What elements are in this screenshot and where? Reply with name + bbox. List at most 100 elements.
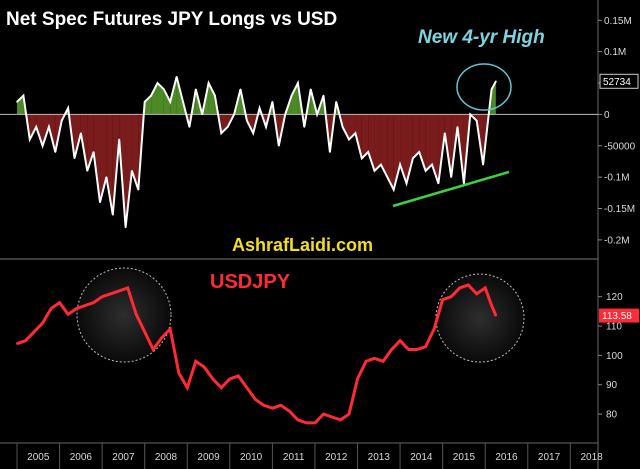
data-point-jpy-longs	[486, 126, 489, 128]
x-tick-label: 2007	[112, 452, 135, 463]
data-point-jpy-longs	[175, 75, 178, 78]
data-point-usdjpy	[399, 339, 402, 342]
y-tick-label: -0.1M	[604, 173, 630, 184]
data-point-usdjpy	[135, 313, 138, 316]
data-point-usdjpy	[237, 374, 240, 377]
data-point-jpy-longs	[418, 151, 421, 153]
data-point-usdjpy	[58, 301, 61, 304]
area-segment	[374, 114, 381, 171]
area-segment	[157, 83, 164, 115]
watermark: AshrafLaidi.com	[232, 235, 373, 255]
area-segment	[17, 95, 24, 115]
data-point-usdjpy	[339, 418, 342, 421]
data-point-usdjpy	[330, 416, 333, 418]
data-point-jpy-longs	[22, 94, 25, 97]
data-point-usdjpy	[33, 330, 36, 333]
area-segment	[144, 95, 152, 115]
data-point-jpy-longs	[354, 132, 357, 135]
area-segment	[106, 114, 113, 215]
data-point-jpy-longs	[60, 119, 63, 122]
x-tick-label: 2017	[538, 452, 561, 463]
data-point-jpy-longs	[16, 101, 18, 103]
data-point-jpy-longs	[35, 126, 37, 128]
data-point-jpy-longs	[405, 182, 408, 185]
data-point-usdjpy	[118, 289, 121, 292]
data-point-jpy-longs	[233, 113, 235, 116]
data-point-jpy-longs	[322, 94, 325, 97]
data-point-usdjpy	[390, 348, 393, 351]
highlight-circle-2007	[76, 267, 172, 363]
y-tick-label: 120	[606, 292, 623, 303]
data-point-usdjpy	[211, 377, 214, 380]
area-segment	[221, 114, 228, 134]
bottom-series-points	[16, 284, 497, 424]
area-segment	[93, 114, 101, 203]
area-segment	[491, 81, 496, 115]
data-point-jpy-longs	[92, 151, 95, 153]
data-point-jpy-longs	[188, 126, 191, 128]
data-point-jpy-longs	[163, 88, 165, 91]
last-price-label: 113.58	[602, 311, 632, 322]
data-point-jpy-longs	[258, 107, 261, 109]
data-point-usdjpy	[67, 313, 70, 316]
x-tick-label: 2006	[70, 452, 93, 463]
area-segment	[406, 114, 413, 184]
data-point-jpy-longs	[143, 101, 146, 103]
area-segment	[387, 114, 394, 190]
data-point-usdjpy	[24, 339, 27, 342]
data-point-jpy-longs	[297, 82, 299, 84]
data-point-jpy-longs	[73, 157, 76, 160]
data-point-usdjpy	[441, 298, 444, 301]
data-point-jpy-longs	[150, 94, 152, 97]
x-tick-label: 2018	[580, 452, 603, 463]
data-point-jpy-longs	[131, 170, 133, 172]
area-segment	[425, 114, 433, 171]
data-point-usdjpy	[41, 322, 44, 325]
last-value-label: 52734	[603, 77, 631, 88]
top-series-points	[16, 75, 497, 229]
data-point-jpy-longs	[220, 132, 223, 135]
data-point-jpy-longs	[475, 119, 478, 122]
data-point-jpy-longs	[80, 132, 82, 135]
data-point-jpy-longs	[303, 126, 306, 128]
data-point-usdjpy	[382, 360, 385, 363]
data-point-usdjpy	[271, 407, 274, 410]
data-point-jpy-longs	[28, 138, 31, 141]
data-point-usdjpy	[126, 286, 129, 289]
data-point-jpy-longs	[86, 170, 89, 172]
data-point-jpy-longs	[48, 126, 50, 128]
data-point-jpy-longs	[67, 107, 69, 109]
data-point-usdjpy	[245, 386, 248, 389]
data-point-usdjpy	[356, 377, 359, 380]
data-point-usdjpy	[16, 342, 19, 345]
data-point-usdjpy	[348, 413, 351, 416]
data-point-jpy-longs	[169, 101, 172, 103]
data-point-jpy-longs	[495, 80, 497, 83]
data-point-jpy-longs	[111, 213, 114, 216]
data-point-usdjpy	[458, 286, 461, 289]
area-segment	[131, 114, 139, 190]
area-segment	[125, 114, 132, 228]
data-point-jpy-longs	[239, 88, 242, 91]
data-point-jpy-longs	[124, 226, 127, 229]
data-point-jpy-longs	[373, 170, 376, 172]
area-segment	[163, 89, 171, 115]
data-point-usdjpy	[467, 284, 470, 286]
top-last-value-tag: 52734	[599, 73, 639, 89]
data-point-jpy-longs	[482, 163, 484, 166]
x-tick-label: 2008	[155, 452, 178, 463]
data-point-jpy-longs	[118, 138, 120, 141]
data-point-usdjpy	[490, 304, 493, 307]
data-point-jpy-longs	[214, 94, 216, 97]
y-tick-label: 90	[606, 380, 618, 391]
data-point-usdjpy	[305, 421, 308, 424]
data-point-jpy-longs	[456, 126, 459, 128]
data-point-jpy-longs	[450, 176, 452, 178]
data-point-usdjpy	[177, 372, 180, 374]
data-point-jpy-longs	[246, 119, 248, 122]
last-value-box	[599, 73, 639, 89]
data-point-jpy-longs	[265, 126, 267, 128]
y-tick-label: 100	[606, 351, 623, 362]
